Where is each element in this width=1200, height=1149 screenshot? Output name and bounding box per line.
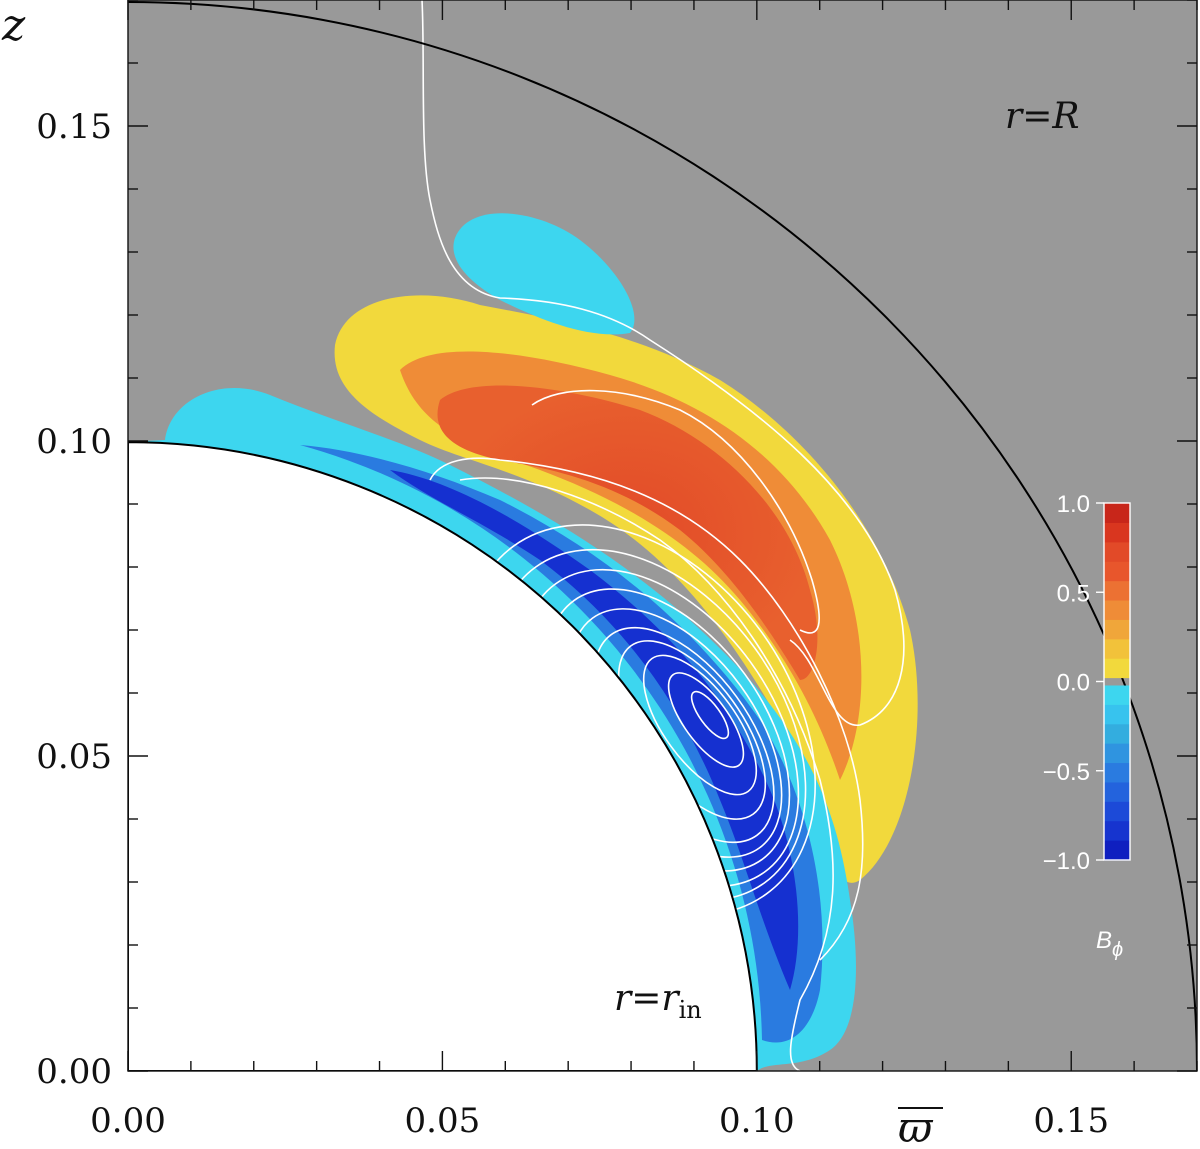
x-axis-label: ϖ (898, 1103, 943, 1149)
contour-12 (642, 654, 758, 796)
plot-frame (127, 0, 1198, 1072)
contour-13 (667, 672, 745, 768)
colorbar-segment-positive (1104, 580, 1130, 601)
colorbar-segment-negative (1104, 801, 1130, 822)
y-tick-labels: 0.00 0.05 0.10 0.15 (36, 107, 112, 1092)
colorbar-segment-positive (1104, 599, 1130, 620)
plot-area (127, 0, 1198, 1072)
colorbar-tick-label: −1.0 (1043, 848, 1090, 875)
negative-lobe-upper (453, 213, 635, 335)
x-tick-labels: 0.00 0.05 0.10 0.15 (90, 1101, 1109, 1141)
y-tick-label: 0.10 (36, 422, 112, 462)
colorbar (1103, 502, 1131, 861)
colorbar-tick-label: 1.0 (1057, 491, 1090, 518)
x-tick-label: 0.00 (90, 1101, 166, 1141)
outer-boundary-arc (128, 1, 1197, 1071)
y-axis-label: z (1, 0, 26, 51)
annotation-inner-boundary: r=rin (614, 978, 702, 1024)
x-tick-label: 0.10 (719, 1101, 795, 1141)
colorbar-segment-positive (1104, 522, 1130, 543)
colorbar-segment-negative (1104, 704, 1130, 725)
colorbar-segment-negative (1104, 821, 1130, 842)
x-tick-label: 0.15 (1033, 1101, 1109, 1141)
annotation-outer-boundary: r=R (1005, 96, 1080, 137)
inner-sphere (128, 441, 758, 1071)
colorbar-segment-positive (1104, 503, 1130, 523)
colorbar-segment-positive (1104, 561, 1130, 582)
colorbar-tick-label: −0.5 (1043, 759, 1090, 786)
colorbar-segment-negative (1104, 763, 1130, 784)
y-tick-label: 0.00 (36, 1052, 112, 1092)
contour-2 (429, 457, 864, 961)
colorbar-segment-negative (1104, 782, 1130, 803)
colorbar-segment-positive (1104, 541, 1130, 562)
colorbar-segment-negative (1104, 743, 1130, 764)
contour-outer (421, 0, 905, 726)
colorbar-tick-label: 0.0 (1057, 670, 1090, 697)
colorbar-label: Bϕ (1096, 927, 1123, 961)
contour-4 (459, 477, 834, 1071)
negative-lobe-core (390, 470, 799, 990)
colorbar-segment-positive (1104, 619, 1130, 640)
positive-lobe-core (437, 385, 818, 680)
x-tick-label: 0.05 (405, 1101, 481, 1141)
colorbar-segment-negative (1104, 685, 1130, 706)
colorbar-tick-labels: 1.0 0.5 0.0 −0.5 −1.0 (1043, 491, 1104, 875)
colorbar-tick-label: 0.5 (1057, 580, 1090, 607)
colorbar-segment-negative (1104, 840, 1130, 861)
contour-14 (690, 690, 730, 740)
colorbar-segment-negative (1104, 724, 1130, 745)
y-tick-label: 0.05 (36, 737, 112, 777)
svg-text:ϖ: ϖ (898, 1103, 934, 1149)
colorbar-segment-positive (1104, 638, 1130, 659)
colorbar-segment-positive (1104, 658, 1130, 679)
contour-3 (531, 389, 820, 634)
y-tick-label: 0.15 (36, 107, 112, 147)
